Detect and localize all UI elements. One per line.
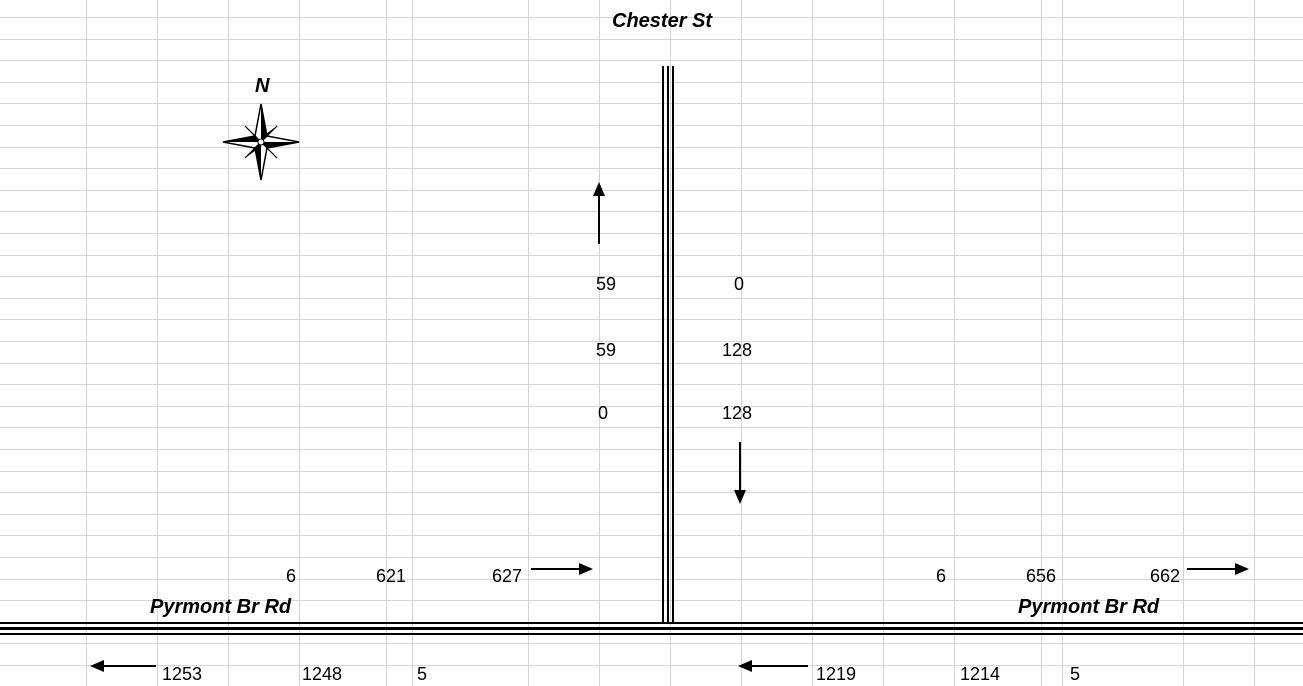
east-leg-eastbound-value: 656: [1025, 566, 1056, 586]
west-leg-eastbound-value: 6: [285, 566, 296, 586]
west-leg-eastbound-value: 627: [491, 566, 522, 586]
north-leg-outbound-arrow-icon: [593, 182, 605, 244]
pyrmont-br-rd-road: [0, 622, 1303, 635]
east-street-label: Pyrmont Br Rd: [1018, 596, 1160, 618]
north-street-label: Chester St: [612, 10, 713, 32]
west-leg-eastbound-arrow-icon: [531, 563, 593, 575]
chester-st-road: [662, 66, 674, 622]
north-leg-left-value: 59: [595, 274, 616, 294]
west-leg-westbound-value: 1248: [302, 664, 343, 684]
west-leg-westbound-value: 5: [417, 664, 428, 684]
east-leg-eastbound-arrow-icon: [1187, 563, 1249, 575]
west-street-label: Pyrmont Br Rd: [150, 596, 292, 618]
north-label: N: [255, 75, 270, 97]
west-leg-westbound-value: 1253: [162, 664, 203, 684]
north-leg-right-value: 0: [734, 274, 745, 294]
north-leg-left-value: 0: [597, 403, 608, 423]
north-leg-inbound-arrow-icon: [734, 442, 746, 504]
east-leg-westbound-value: 1214: [960, 664, 1001, 684]
east-leg-eastbound-value: 6: [935, 566, 946, 586]
east-leg-westbound-arrow-icon: [738, 660, 808, 672]
compass-rose-icon: [222, 103, 300, 181]
east-leg-westbound-value: 5: [1070, 664, 1081, 684]
east-leg-westbound-value: 1219: [816, 664, 857, 684]
west-leg-westbound-arrow-icon: [90, 660, 156, 672]
east-leg-eastbound-value: 662: [1149, 566, 1180, 586]
north-leg-right-value: 128: [722, 403, 753, 423]
north-leg-left-value: 59: [595, 340, 616, 360]
west-leg-eastbound-value: 621: [375, 566, 406, 586]
north-leg-right-value: 128: [722, 340, 753, 360]
